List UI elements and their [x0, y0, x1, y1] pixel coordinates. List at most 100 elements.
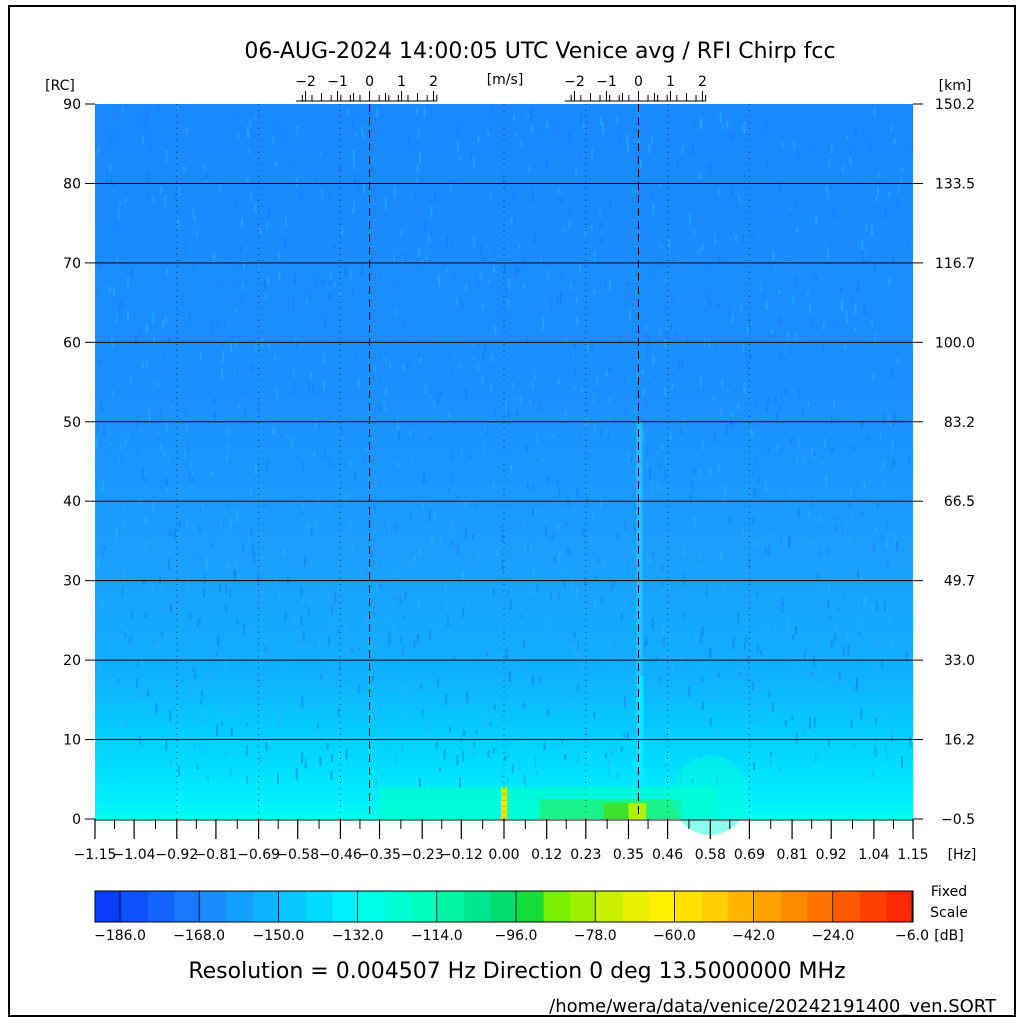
- speckle: [558, 377, 561, 385]
- peak-streak: [636, 421, 643, 819]
- colorbar: −186.0 −168.0 −150.0 −132.0 −114.0 −96.0 −78.0…: [94, 884, 968, 944]
- speckle: [233, 268, 236, 274]
- speckle: [367, 109, 370, 115]
- speckle: [581, 659, 584, 671]
- speckle: [449, 726, 451, 732]
- speckle: [531, 125, 534, 134]
- speckle: [189, 611, 192, 622]
- speckle: [334, 623, 336, 628]
- speckle: [195, 231, 198, 237]
- speckle: [556, 124, 559, 136]
- speckle: [131, 428, 134, 440]
- colorbar-segment: [226, 891, 254, 922]
- speckle: [438, 619, 441, 630]
- speckle: [877, 187, 879, 197]
- speckle: [169, 740, 172, 745]
- colorbar-segment: [279, 891, 307, 922]
- speckle: [682, 574, 685, 586]
- velocity-axes: −2 −1 0 1 2 −2 −1 0 1 2 [m/s]: [295, 72, 707, 102]
- speckle: [906, 142, 909, 155]
- speckle: [189, 471, 191, 484]
- speckle: [649, 467, 651, 480]
- speckle: [252, 543, 255, 555]
- speckle: [779, 539, 782, 545]
- speckle: [557, 738, 559, 750]
- speckle: [253, 552, 256, 564]
- speckle: [713, 431, 716, 442]
- speckle: [730, 185, 733, 197]
- speckle: [227, 427, 230, 438]
- colorbar-segment: [306, 891, 334, 922]
- speckle: [459, 175, 462, 181]
- speckle: [871, 372, 874, 381]
- speckle: [869, 477, 871, 483]
- speckle: [400, 710, 403, 721]
- speckle: [167, 458, 170, 466]
- speckle: [616, 533, 619, 539]
- speckle: [754, 457, 757, 466]
- speckle: [341, 425, 344, 434]
- speckle: [425, 254, 428, 261]
- speckle: [542, 247, 545, 252]
- speckle: [731, 132, 733, 142]
- speckle: [608, 433, 611, 440]
- speckle: [670, 665, 673, 677]
- speckle: [345, 622, 347, 632]
- speckle: [608, 766, 611, 777]
- colorbar-segment: [95, 891, 122, 922]
- speckle: [589, 534, 592, 545]
- speckle: [354, 352, 357, 361]
- speckle: [627, 291, 630, 300]
- speckle: [428, 630, 431, 640]
- speckle: [274, 389, 277, 394]
- speckle: [599, 208, 601, 214]
- speckle: [582, 526, 585, 535]
- speckle: [741, 124, 744, 131]
- speckle: [456, 754, 459, 766]
- speckle: [217, 321, 220, 329]
- speckle: [778, 289, 781, 295]
- speckle: [389, 361, 392, 369]
- speckle: [838, 670, 841, 680]
- speckle: [227, 445, 230, 452]
- speckle: [364, 196, 366, 207]
- speckle: [724, 485, 727, 495]
- speckle: [586, 340, 589, 352]
- speckle: [736, 148, 739, 156]
- speckle: [768, 332, 771, 341]
- speckle: [531, 381, 534, 390]
- speckle: [451, 447, 454, 460]
- speckle: [227, 503, 230, 510]
- speckle: [220, 652, 223, 665]
- velocity-axis-label: [m/s]: [487, 72, 524, 88]
- speckle: [279, 662, 282, 667]
- speckle: [433, 400, 436, 408]
- speckle: [303, 557, 306, 565]
- speckle: [295, 178, 298, 187]
- colorbar-tick-label: −168.0: [173, 928, 225, 944]
- speckle: [362, 132, 365, 141]
- speckle: [779, 353, 782, 360]
- speckle: [759, 280, 762, 293]
- speckle: [211, 325, 214, 337]
- speckle: [235, 565, 238, 572]
- speckle: [329, 458, 332, 468]
- speckle: [205, 559, 208, 571]
- speckle: [826, 248, 829, 261]
- second-order-blob: [672, 755, 749, 836]
- speckle: [570, 575, 573, 588]
- speckle: [235, 200, 238, 206]
- speckle: [573, 632, 576, 639]
- speckle: [863, 480, 866, 490]
- speckle: [592, 392, 595, 405]
- speckle: [660, 244, 663, 250]
- speckle: [477, 365, 480, 371]
- speckle: [486, 651, 489, 657]
- x-tick-label: −0.23: [401, 847, 444, 863]
- speckle: [547, 475, 550, 482]
- speckle: [675, 332, 678, 337]
- speckle: [230, 727, 233, 737]
- speckle: [535, 162, 537, 168]
- speckle: [318, 420, 320, 429]
- speckle: [876, 502, 879, 510]
